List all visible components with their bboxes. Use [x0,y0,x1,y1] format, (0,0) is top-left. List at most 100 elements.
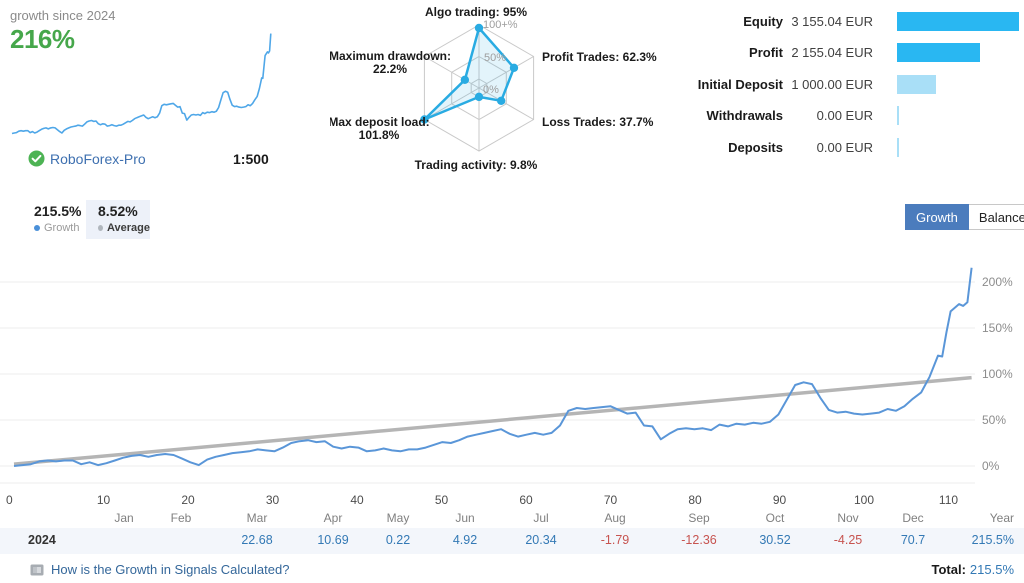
growth-sparkline-chart [11,33,272,135]
help-board-icon [30,564,44,575]
radar-axis-label: Maximum drawdown: [330,49,451,63]
y-axis-tick-label: 200% [982,275,1013,289]
radar-grid-spoke [478,87,534,120]
month-growth-value: 10.69 [317,533,349,547]
broker-link[interactable]: RoboForex-Pro [50,151,146,167]
month-growth-value: -1.79 [600,533,630,547]
account-row: Withdrawals 0.00 EUR [648,105,1023,125]
toggle-button-balance[interactable]: Balance [968,204,1024,230]
account-row-label: Equity [743,13,783,29]
leverage-value: 1:500 [233,151,269,167]
account-row-value: 0.00 EUR [816,107,873,123]
month-growth-value: 30.52 [759,533,791,547]
trend-line [13,375,972,466]
radar-grid-spoke [424,56,480,89]
radar-axis-label: Max deposit load: [330,115,430,129]
total-row: Total: 215.5% [931,562,1014,577]
radar-axis-label: Profit Trades: 62.3% [542,50,657,64]
year-table-row [0,528,1024,554]
x-tick-label: 60 [519,493,533,507]
radar-value-dot [496,96,506,106]
account-bar-track [897,137,1019,157]
stat-tab-value: 215.5% [34,203,82,219]
radar-axis-label: 101.8% [359,128,400,142]
verified-badge-icon [28,150,45,167]
account-row: Equity 3 155.04 EUR [648,11,1023,31]
stat-tab-value: 8.52% [98,203,138,219]
stat-dot-icon [34,225,40,231]
account-row-label: Deposits [728,139,783,155]
radar-axis-label: Trading activity: 9.8% [415,158,538,172]
month-label: Jul [533,511,549,525]
x-tick-label: 30 [265,493,280,507]
x-tick-label: 110 [938,493,959,507]
account-row-value: 0.00 EUR [816,139,873,155]
growth-main-chart: 200% 150% 100% 50% 0% [0,267,1013,484]
radar-value-dot [474,23,484,33]
month-label: Nov [837,511,859,525]
account-row-label: Profit [749,44,783,60]
y-axis-tick-label: 50% [982,413,1006,427]
radar-value-dot [460,75,470,85]
help-row: How is the Growth in Signals Calculated? [30,562,289,577]
account-row-value: 3 155.04 EUR [791,13,873,29]
month-label: Apr [323,511,343,525]
account-row: Initial Deposit 1 000.00 EUR [648,74,1023,94]
month-label: Sep [688,511,710,525]
radar-value-dot [474,92,484,102]
x-tick-label: 80 [688,493,702,507]
x-tick-label: 100 [853,493,875,507]
account-row: Deposits 0.00 EUR [648,137,1023,157]
radar-grid-spoke [478,56,534,89]
radar-ring-label: 0% [483,84,499,96]
month-label: Aug [604,511,626,525]
radar-axis-label: 22.2% [373,62,407,76]
account-row-label: Withdrawals [706,107,783,123]
growth-line [13,267,973,467]
stat-tab-label: Average [86,222,150,234]
y-axis-tick-label: 0% [982,459,1000,473]
total-value: 215.5% [969,562,1014,577]
stat-tab-average[interactable]: 8.52% Average [86,200,150,239]
account-bar-track [897,11,1019,31]
stat-tab-label: Growth [22,222,86,234]
account-row: Profit 2 155.04 EUR [648,42,1023,62]
account-bar-track [897,105,1019,125]
radar-value-dot [420,115,429,124]
month-label: May [386,511,410,525]
account-bar [897,137,899,157]
month-growth-value: 0.22 [385,533,411,547]
month-growth-value: -12.36 [681,533,717,547]
toggle-button-growth[interactable]: Growth [905,204,969,230]
x-tick-label: 0 [6,493,13,507]
broker-row: RoboForex-Pro 1:500 [0,150,300,170]
x-tick-label: 40 [350,493,364,507]
month-label: Oct [765,511,785,525]
total-label: Total: [931,562,966,577]
month-growth-value: 215.5% [971,533,1014,547]
growth-since-label: growth since 2024 [10,8,116,23]
radar-value-polygon [423,26,516,121]
account-bar [897,74,936,94]
account-bar-track [897,74,1019,94]
month-label: Feb [170,511,192,525]
x-tick-label: 10 [96,493,111,507]
account-bar [897,11,1019,31]
account-row-label: Initial Deposit [697,76,783,92]
y-axis-tick-label: 100% [982,367,1013,381]
stat-tab-growth[interactable]: 215.5% Growth [22,200,86,239]
year-row-label: 2024 [28,533,56,547]
radar-axis-label: Loss Trades: 37.7% [542,115,654,129]
month-label: Jun [455,511,475,525]
account-bar [897,42,981,62]
account-row-value: 1 000.00 EUR [791,76,873,92]
month-label: Jan [114,511,134,525]
x-tick-label: 90 [772,493,787,507]
y-axis-tick-label: 150% [982,321,1013,335]
stat-dot-icon [98,225,103,231]
x-tick-label: 70 [603,493,618,507]
account-bar [897,105,899,125]
radar-axis-label: Algo trading: 95% [425,5,527,19]
growth-help-link[interactable]: How is the Growth in Signals Calculated? [51,562,290,577]
month-growth-value: 4.92 [452,533,478,547]
